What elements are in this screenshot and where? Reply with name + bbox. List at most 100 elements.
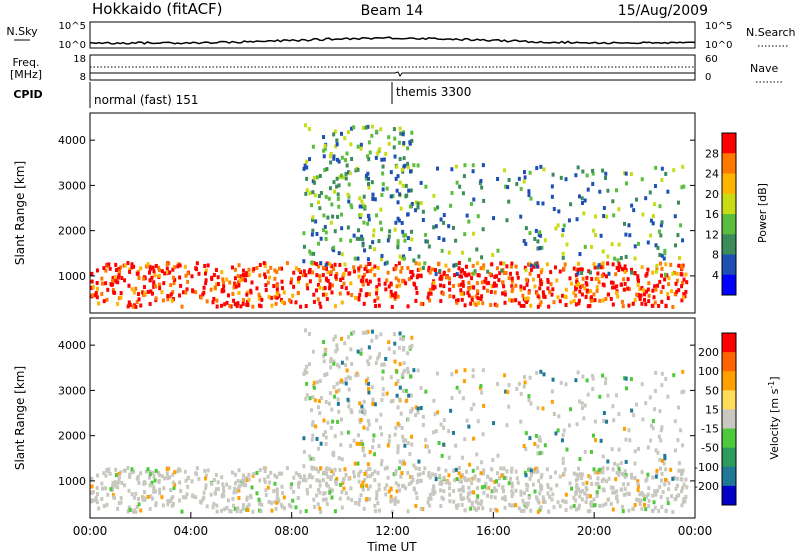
power-cell	[315, 175, 319, 180]
power-cell	[502, 270, 506, 275]
frequency-tick-top: 18	[73, 54, 86, 65]
velocity-cell	[150, 496, 154, 501]
velocity-cell	[349, 408, 353, 413]
velocity-cell	[401, 484, 405, 489]
velocity-cell	[315, 493, 319, 498]
power-cell	[501, 291, 505, 296]
power-cell	[476, 273, 480, 278]
power-cell	[137, 292, 141, 297]
power-cell	[553, 265, 557, 270]
velocity-cell	[329, 475, 333, 480]
velocity-cell	[376, 471, 380, 476]
power-cell	[232, 298, 236, 303]
velocity-cell	[305, 381, 309, 386]
power-cell	[680, 263, 684, 268]
velocity-cell	[112, 495, 116, 500]
power-cell	[647, 281, 651, 286]
velocity-cell	[442, 418, 446, 423]
velocity-cell	[630, 475, 634, 480]
velocity-cell	[387, 439, 391, 444]
velocity-cell	[481, 368, 485, 373]
velocity-cell	[325, 471, 329, 476]
velocity-cell	[638, 502, 642, 507]
velocity-cell	[178, 468, 182, 473]
power-cell	[550, 194, 554, 199]
power-cell	[617, 242, 621, 247]
power-cell	[429, 291, 433, 296]
velocity-cell	[559, 380, 563, 385]
velocity-cell	[247, 472, 251, 477]
velocity-cell	[461, 485, 465, 490]
velocity-cell	[436, 371, 440, 376]
power-cell	[462, 174, 466, 179]
power-cell	[404, 281, 408, 286]
power-cell	[370, 180, 374, 185]
power-cell	[100, 291, 104, 296]
velocity-cell	[594, 481, 598, 486]
velocity-cell	[375, 490, 379, 495]
power-cell	[381, 182, 385, 187]
power-cell	[305, 282, 309, 287]
velocity-cell	[324, 435, 328, 440]
velocity-cell	[672, 475, 676, 480]
power-cell	[472, 231, 476, 236]
velocity-cell	[550, 497, 554, 502]
power-cell	[402, 233, 406, 238]
power-cell	[470, 295, 474, 300]
power-cell	[674, 281, 678, 286]
power-cell	[191, 289, 195, 294]
velocity-cell	[597, 485, 601, 490]
velocity-cell	[644, 507, 648, 512]
velocity-cell	[528, 375, 532, 380]
power-cell	[590, 276, 594, 281]
power-cell	[202, 290, 206, 295]
velocity-cell	[402, 459, 406, 464]
velocity-cell	[228, 508, 232, 513]
power-cell	[376, 296, 380, 301]
velocity-cell	[405, 398, 409, 403]
power-cell	[178, 293, 182, 298]
power-cell	[680, 265, 684, 270]
velocity-cell	[280, 491, 284, 496]
power-cell	[580, 196, 584, 201]
velocity-cell	[375, 493, 379, 498]
power-cell	[396, 239, 400, 244]
velocity-cell	[558, 474, 562, 479]
velocity-cell	[680, 468, 684, 473]
power-cell	[172, 281, 176, 286]
power-cell	[373, 247, 377, 252]
velocity-cell	[607, 497, 611, 502]
power-cell	[383, 261, 387, 266]
power-heatmap-cells	[90, 123, 689, 309]
velocity-cell	[583, 491, 587, 496]
velocity-cell	[100, 486, 104, 491]
power-cell	[489, 303, 493, 308]
velocity-cell	[204, 486, 208, 491]
power-cell	[194, 290, 198, 295]
power-cell	[325, 297, 329, 302]
velocity-cell	[658, 484, 662, 489]
power-cell	[440, 248, 444, 253]
power-cell	[528, 271, 532, 276]
velocity-cell	[476, 466, 480, 471]
velocity-cell	[609, 485, 613, 490]
power-cell	[257, 296, 261, 301]
velocity-cell	[406, 509, 410, 514]
power-cell	[568, 276, 572, 281]
velocity-cell	[359, 417, 363, 422]
power-cell	[660, 178, 664, 183]
velocity-cell	[407, 393, 411, 398]
power-cell	[415, 275, 419, 280]
power-cell	[339, 237, 343, 242]
power-cell	[522, 179, 526, 184]
velocity-cell	[661, 490, 665, 495]
power-cell	[365, 292, 369, 297]
time-tick-label: 00:00	[73, 524, 108, 538]
power-cell	[113, 275, 117, 280]
velocity-cell	[508, 476, 512, 481]
power-cell	[572, 266, 576, 271]
power-cell	[302, 231, 306, 236]
velocity-cell	[132, 469, 136, 474]
power-cell	[546, 280, 550, 285]
